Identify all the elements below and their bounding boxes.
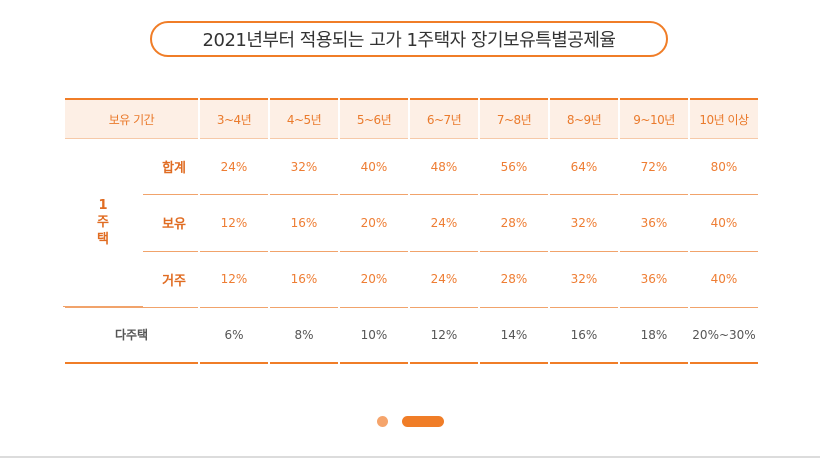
table-cell: 24% <box>410 195 478 252</box>
table-cell: 10% <box>340 308 408 364</box>
table-cell: 20% <box>340 195 408 252</box>
group-label-divider-mask <box>63 139 143 306</box>
pagination-dot-2-active[interactable] <box>402 416 444 427</box>
table-cell: 14% <box>480 308 548 364</box>
table-cell: 16% <box>270 252 338 308</box>
table-cell: 18% <box>620 308 688 364</box>
pagination-dot-1[interactable] <box>377 416 388 427</box>
header-period: 6~7년 <box>410 98 478 139</box>
row-label-multi-home: 다주택 <box>65 308 198 364</box>
row-label: 합계 <box>162 161 186 177</box>
table-cell: 48% <box>410 139 478 196</box>
row-label-cell: 거주 <box>65 252 198 308</box>
header-period: 3~4년 <box>200 98 268 139</box>
header-period: 10년 이상 <box>690 98 758 139</box>
table-header-row: 보유 기간 3~4년 4~5년 5~6년 6~7년 7~8년 8~9년 9~10… <box>65 98 758 139</box>
table-cell: 32% <box>550 195 618 252</box>
table-cell: 36% <box>620 252 688 308</box>
header-period: 8~9년 <box>550 98 618 139</box>
table-cell: 24% <box>200 139 268 196</box>
table-cell: 72% <box>620 139 688 196</box>
table-cell: 40% <box>690 195 758 252</box>
table-row-multi-home: 다주택 6% 8% 10% 12% 14% 16% 18% 20%~30% <box>65 308 758 364</box>
header-period: 9~10년 <box>620 98 688 139</box>
group-label-char: 1 <box>98 198 108 213</box>
table-cell: 36% <box>620 195 688 252</box>
table-cell: 56% <box>480 139 548 196</box>
table-cell: 12% <box>200 252 268 308</box>
header-holding-period: 보유 기간 <box>65 98 198 139</box>
table-cell: 40% <box>690 252 758 308</box>
table-cell: 20%~30% <box>690 308 758 364</box>
table-row-residence: 거주 12% 16% 20% 24% 28% 32% 36% 40% <box>65 252 758 308</box>
group-label-one-home-text: 1 주 택 <box>63 139 143 306</box>
table-cell: 6% <box>200 308 268 364</box>
table-cell: 24% <box>410 252 478 308</box>
table-cell: 28% <box>480 252 548 308</box>
table-cell: 80% <box>690 139 758 196</box>
header-period: 4~5년 <box>270 98 338 139</box>
table-cell: 12% <box>200 195 268 252</box>
bottom-divider <box>0 456 820 458</box>
pagination-dots <box>377 416 444 427</box>
row-label: 보유 <box>162 217 186 233</box>
table-cell: 12% <box>410 308 478 364</box>
table-cell: 32% <box>270 139 338 196</box>
table-cell: 8% <box>270 308 338 364</box>
page-title: 2021년부터 적용되는 고가 1주택자 장기보유특별공제율 <box>150 21 668 57</box>
table-row-holding: 보유 12% 16% 20% 24% 28% 32% 36% 40% <box>65 195 758 252</box>
table-row-total: 합계 24% 32% 40% 48% 56% 64% 72% 80% <box>65 139 758 196</box>
table-cell: 32% <box>550 252 618 308</box>
table-cell: 16% <box>550 308 618 364</box>
table-cell: 28% <box>480 195 548 252</box>
table-cell: 20% <box>340 252 408 308</box>
group-label-char: 택 <box>97 232 109 247</box>
page-title-text: 2021년부터 적용되는 고가 1주택자 장기보유특별공제율 <box>202 30 616 51</box>
header-period: 5~6년 <box>340 98 408 139</box>
table-cell: 64% <box>550 139 618 196</box>
header-period: 7~8년 <box>480 98 548 139</box>
table-cell: 16% <box>270 195 338 252</box>
row-label: 거주 <box>162 273 186 289</box>
table-cell: 40% <box>340 139 408 196</box>
group-label-char: 주 <box>97 215 109 230</box>
deduction-rate-table: 보유 기간 3~4년 4~5년 5~6년 6~7년 7~8년 8~9년 9~10… <box>63 98 760 364</box>
